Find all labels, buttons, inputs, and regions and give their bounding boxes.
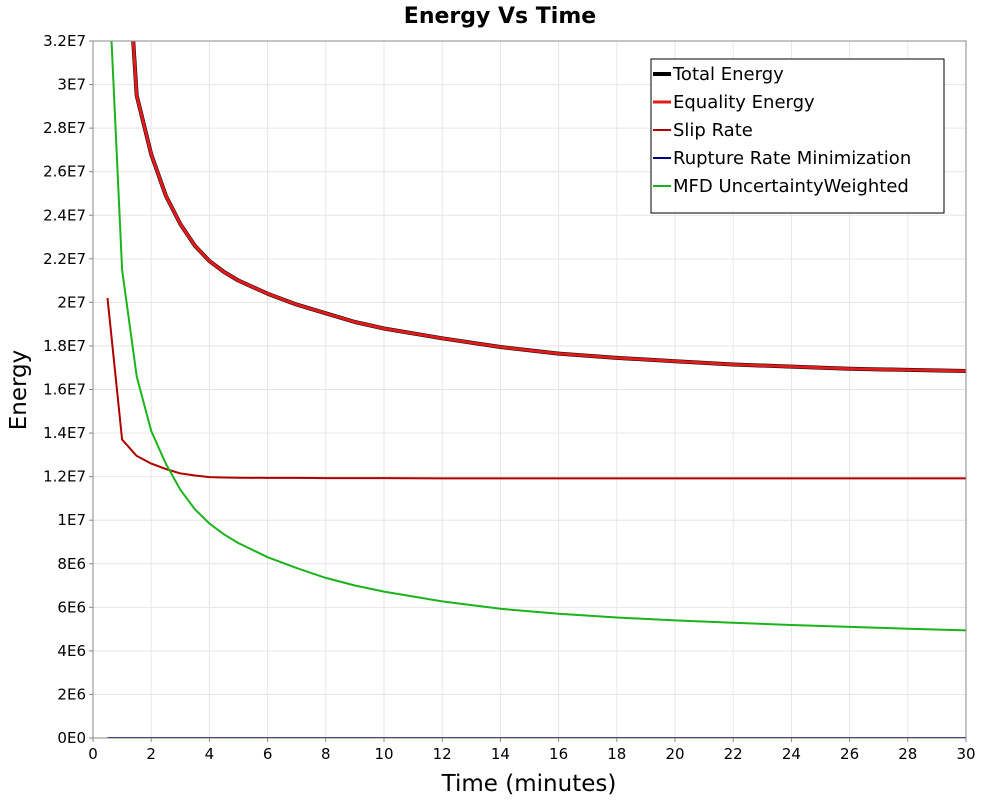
legend-entry-label: Equality Energy [673, 92, 815, 113]
y-tick-label: 1E7 [57, 511, 86, 529]
chart-title: Energy Vs Time [404, 4, 596, 29]
legend-entry-label: MFD UncertaintyWeighted [673, 176, 909, 197]
x-tick-label: 22 [724, 745, 743, 763]
y-tick-label: 2.6E7 [43, 163, 86, 181]
y-tick-label: 2.2E7 [43, 250, 86, 268]
x-axis-label: Time (minutes) [441, 771, 617, 797]
legend-box [650, 58, 945, 214]
y-tick-label: 3E7 [57, 76, 86, 94]
y-tick-label: 1.2E7 [43, 468, 86, 486]
y-tick-label: 2E6 [57, 685, 86, 703]
y-tick-label: 1.6E7 [43, 381, 86, 399]
series-line-equality-energy [131, 41, 966, 373]
series-layer [106, 41, 966, 738]
y-tick-label: 1.4E7 [43, 424, 86, 442]
x-tick-label: 4 [205, 745, 215, 763]
x-tick-label: 12 [433, 745, 452, 763]
y-tick-label: 2.4E7 [43, 206, 86, 224]
x-tick-label: 14 [491, 745, 510, 763]
y-tick-label: 2E7 [57, 293, 86, 311]
x-tick-label: 10 [374, 745, 393, 763]
y-axis-label: Energy [6, 350, 32, 431]
x-tick-label: 2 [146, 745, 156, 763]
y-tick-label: 8E6 [57, 555, 86, 573]
x-axis: 0 2 4 6 8 10 12 14 16 18 20 22 24 26 28 30 [88, 738, 976, 763]
x-tick-label: 6 [263, 745, 273, 763]
legend-entry-label: Rupture Rate Minimization [673, 148, 911, 169]
x-tick-label: 16 [549, 745, 568, 763]
y-tick-label: 2.8E7 [43, 119, 86, 137]
series-line-slip-rate [106, 297, 966, 480]
x-tick-label: 30 [956, 745, 975, 763]
x-tick-label: 8 [321, 745, 331, 763]
x-tick-label: 28 [898, 745, 917, 763]
y-tick-label: 6E6 [57, 598, 86, 616]
series-line-mfd-uncertaintyweighted [110, 41, 966, 632]
x-tick-label: 0 [88, 745, 98, 763]
y-tick-label: 0E0 [57, 729, 86, 747]
legend-entry-label: Total Energy [672, 64, 784, 85]
y-axis: 0E0 2E6 4E6 6E6 8E6 1E7 1.2E7 1.4E7 1.6E7 1.8E7 2E… [43, 32, 93, 747]
legend-entry-label: Slip Rate [673, 120, 753, 141]
x-tick-label: 20 [665, 745, 684, 763]
y-tick-label: 3.2E7 [43, 32, 86, 50]
x-tick-label: 18 [607, 745, 626, 763]
legend: Total Energy Equality Energy Slip Rate Rupt… [650, 58, 945, 214]
y-tick-label: 1.8E7 [43, 337, 86, 355]
x-tick-label: 26 [840, 745, 859, 763]
x-tick-label: 24 [782, 745, 801, 763]
y-tick-label: 4E6 [57, 642, 86, 660]
